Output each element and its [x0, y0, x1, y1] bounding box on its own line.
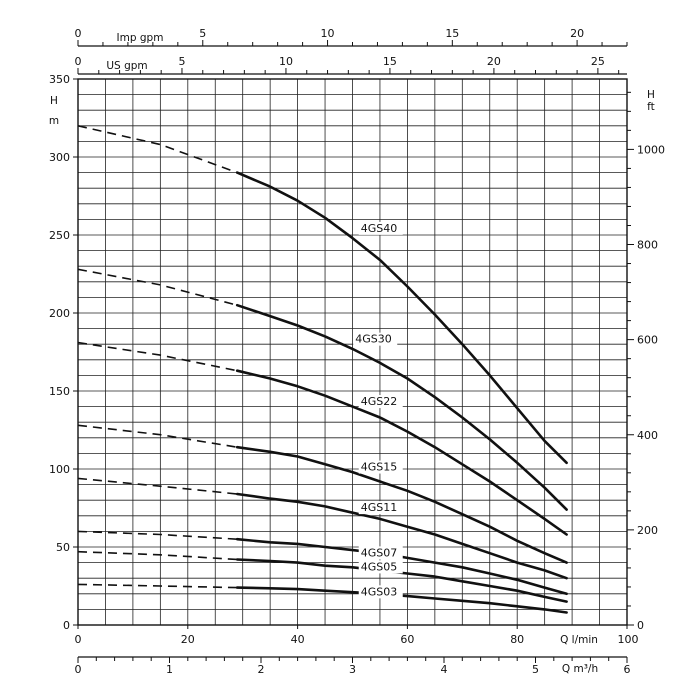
series-curve-4gs22: [235, 369, 568, 536]
us-gpm-axis: 0 5 10 15 20 25: [75, 55, 627, 75]
us-gpm-tick-label: 25: [591, 55, 605, 68]
series-curve-4gs03: [235, 586, 568, 614]
curve-label-bg: [358, 395, 403, 409]
m3h-tick-label: 3: [349, 663, 356, 676]
us-gpm-tick-label: 15: [383, 55, 397, 68]
m3h-tick-label: 2: [258, 663, 265, 676]
curve-label-bg: [358, 460, 403, 474]
imp-gpm-tick-label: 5: [199, 27, 206, 40]
curve-label-4gs22: 4GS22: [361, 395, 398, 408]
y-tick-label: 150: [49, 385, 70, 398]
series-curve-dashed-4gs15: [77, 424, 238, 448]
x-tick-label: 80: [510, 633, 524, 646]
series-curve-dashed-4gs03: [77, 583, 238, 589]
y-tick-label: 200: [49, 307, 70, 320]
m3h-tick-label: 5: [532, 663, 539, 676]
curve-label-4gs11: 4GS11: [361, 501, 398, 514]
imp-gpm-tick-label: 10: [321, 27, 335, 40]
bottom-axis-ticks: 0 20 40 60 80 100: [75, 625, 639, 646]
curve-label-4gs03: 4GS03: [361, 585, 398, 598]
imp-gpm-tick-label: 15: [445, 27, 459, 40]
curve-label-4gs07: 4GS07: [361, 546, 398, 559]
grid: [78, 79, 627, 625]
series-curve-dashed-4gs40: [77, 125, 238, 174]
curve-label-bg: [358, 546, 403, 560]
x-axis-label: Q l/min: [560, 634, 598, 646]
y-right-tick-label: 1000: [637, 143, 665, 156]
series-curve-4gs15: [235, 445, 568, 564]
y-tick-label: 50: [56, 541, 70, 554]
x-tick-label: 40: [291, 633, 305, 646]
y-right-tick-label: 400: [637, 429, 658, 442]
m3h-tick-label: 0: [75, 663, 82, 676]
us-gpm-tick-label: 20: [487, 55, 501, 68]
y-right-tick-label: 800: [637, 239, 658, 252]
y-right-tick-label: 600: [637, 334, 658, 347]
right-axis-ticks: 0 200 400 600 800 1000: [627, 91, 665, 632]
us-gpm-tick-label: 0: [75, 55, 82, 68]
curve-label-4gs40: 4GS40: [361, 222, 398, 235]
x-tick-label: 0: [75, 633, 82, 646]
curve-label-4gs05: 4GS05: [361, 560, 398, 573]
m3h-tick-label: 6: [624, 663, 631, 676]
imp-gpm-axis-label: Imp gpm: [117, 32, 164, 44]
y-tick-label: 300: [49, 151, 70, 164]
m3h-tick-label: 4: [441, 663, 448, 676]
series-curve-dashed-4gs05: [77, 550, 238, 561]
curve-label-bg: [358, 585, 403, 599]
y-tick-label: 0: [63, 619, 70, 632]
curve-label-4gs30: 4GS30: [355, 333, 392, 346]
series-curve-4gs11: [235, 492, 568, 580]
m3h-axis: 0 1 2 3 4 5 6: [75, 656, 631, 676]
curve-label-bg: [358, 501, 403, 515]
x-tick-label: 20: [181, 633, 195, 646]
y-tick-label: 100: [49, 463, 70, 476]
series-curve-4gs05: [235, 558, 568, 603]
m3h-axis-label: Q m³/h: [562, 663, 598, 675]
curve-label-4gs15: 4GS15: [361, 461, 398, 474]
y-tick-label: 350: [49, 73, 70, 86]
curve-label-bg: [353, 332, 398, 346]
left-axis-ticks: 0 50 100 150 200 250 300 350: [49, 73, 78, 632]
y-axis-label-m: m: [49, 115, 59, 127]
series-curve-4gs07: [235, 537, 568, 596]
series-curve-4gs30: [235, 303, 568, 511]
us-gpm-axis-label: US gpm: [106, 60, 147, 72]
y-axis-label-h: H: [50, 95, 58, 107]
curve-label-bg: [358, 560, 403, 574]
y-right-tick-label: 0: [637, 619, 644, 632]
us-gpm-tick-label: 10: [279, 55, 293, 68]
series-curve-dashed-4gs30: [77, 268, 238, 306]
x-tick-label: 100: [618, 633, 639, 646]
us-gpm-tick-label: 5: [178, 55, 185, 68]
m3h-tick-label: 1: [166, 663, 173, 676]
imp-gpm-axis: 0 5 10 15 20: [75, 27, 628, 47]
curve-label-bg: [358, 221, 403, 235]
imp-gpm-tick-label: 20: [570, 27, 584, 40]
y-right-tick-label: 200: [637, 524, 658, 537]
y-right-axis-label-h: H: [647, 89, 655, 101]
y-tick-label: 250: [49, 229, 70, 242]
plot-frame: [77, 78, 628, 626]
imp-gpm-tick-label: 0: [75, 27, 82, 40]
series-curve-dashed-4gs22: [77, 341, 238, 372]
x-tick-label: 60: [400, 633, 414, 646]
y-right-axis-label-ft: ft: [647, 101, 655, 113]
series-curve-dashed-4gs11: [77, 477, 238, 495]
series-curve-dashed-4gs07: [77, 530, 238, 540]
series-curve-4gs40: [235, 171, 568, 465]
